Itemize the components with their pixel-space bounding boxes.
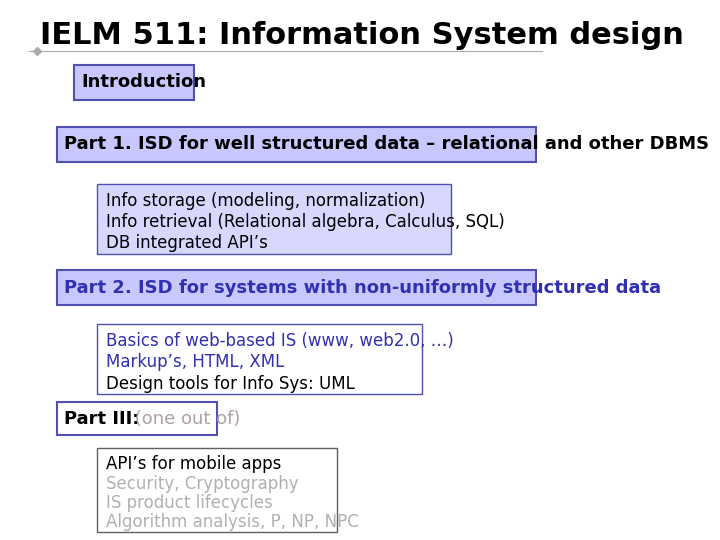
Text: Security, Cryptography: Security, Cryptography <box>106 475 298 492</box>
Text: Markup’s, HTML, XML: Markup’s, HTML, XML <box>106 353 284 372</box>
Text: (one out of): (one out of) <box>130 409 241 428</box>
Text: Part III:: Part III: <box>64 409 139 428</box>
Text: Info retrieval (Relational algebra, Calculus, SQL): Info retrieval (Relational algebra, Calc… <box>106 213 504 231</box>
FancyBboxPatch shape <box>57 127 536 162</box>
FancyBboxPatch shape <box>97 184 451 254</box>
Text: IELM 511: Information System design: IELM 511: Information System design <box>40 21 684 50</box>
Text: Introduction: Introduction <box>81 73 206 91</box>
FancyBboxPatch shape <box>74 65 194 100</box>
Text: Part 1. ISD for well structured data – relational and other DBMS: Part 1. ISD for well structured data – r… <box>64 136 709 153</box>
FancyBboxPatch shape <box>97 448 336 532</box>
Text: IS product lifecycles: IS product lifecycles <box>106 494 272 512</box>
FancyBboxPatch shape <box>57 402 217 435</box>
Text: Algorithm analysis, P, NP, NPC: Algorithm analysis, P, NP, NPC <box>106 513 359 531</box>
Text: API’s for mobile apps: API’s for mobile apps <box>106 455 281 474</box>
Text: Basics of web-based IS (www, web2.0, …): Basics of web-based IS (www, web2.0, …) <box>106 332 454 350</box>
Text: Part 2. ISD for systems with non-uniformly structured data: Part 2. ISD for systems with non-uniform… <box>64 279 661 296</box>
FancyBboxPatch shape <box>97 324 422 394</box>
Text: DB integrated API’s: DB integrated API’s <box>106 234 267 252</box>
Text: Design tools for Info Sys: UML: Design tools for Info Sys: UML <box>106 375 354 393</box>
FancyBboxPatch shape <box>57 270 536 305</box>
Text: Info storage (modeling, normalization): Info storage (modeling, normalization) <box>106 192 425 210</box>
